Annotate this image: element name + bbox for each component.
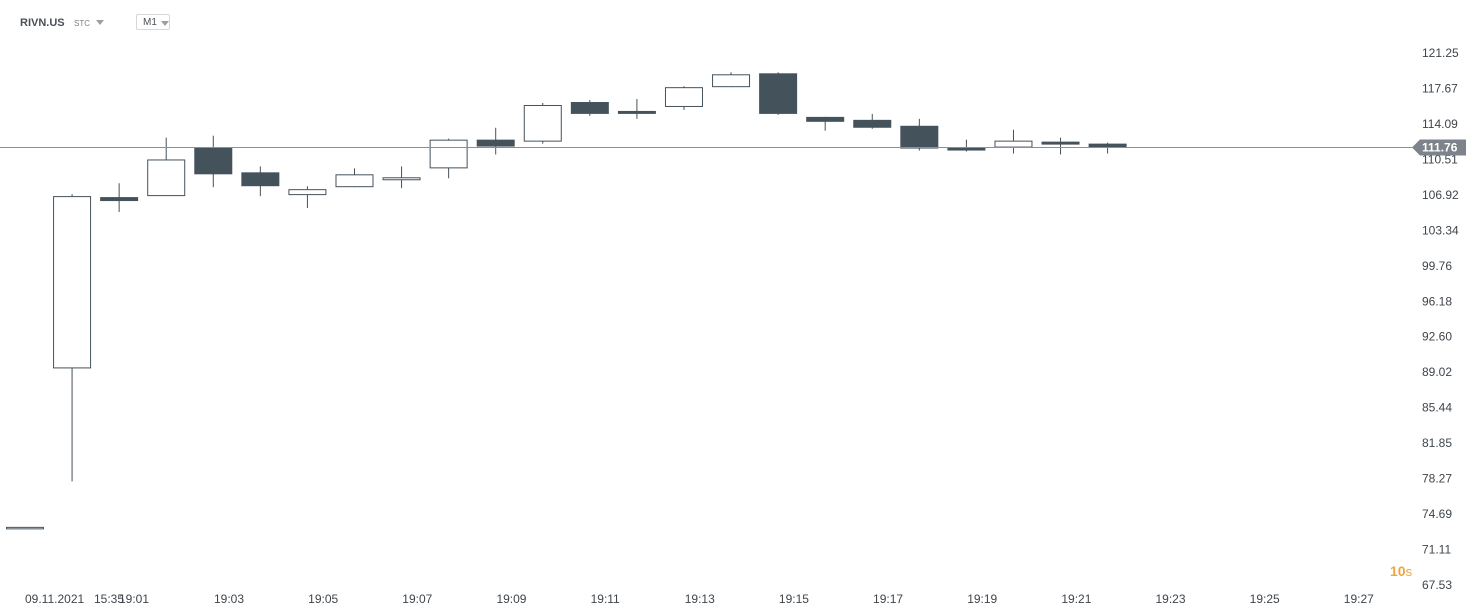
candle-body	[335, 174, 374, 188]
candle-body	[947, 147, 986, 151]
x-tick-label: 19:19	[967, 592, 997, 606]
candle	[806, 116, 845, 131]
x-tick-label: 19:03	[214, 592, 244, 606]
candles	[6, 72, 1127, 530]
x-tick-label: 19:25	[1250, 592, 1280, 606]
candle	[900, 118, 939, 151]
candle	[335, 168, 374, 188]
x-tick-label: 19:15	[779, 592, 809, 606]
symbol-dropdown-chevron-down-icon[interactable]	[96, 20, 104, 25]
x-tick-label: 19:05	[308, 592, 338, 606]
candle-body	[806, 116, 845, 122]
candle	[429, 138, 468, 179]
candle-body	[241, 172, 280, 187]
symbol-label[interactable]: RIVN.US	[20, 17, 65, 29]
timeframe-select[interactable]: M1	[136, 14, 170, 30]
candle	[53, 194, 92, 482]
y-tick-label: 121.25	[1422, 46, 1459, 60]
candle	[1088, 142, 1127, 154]
current-price-tag	[1412, 139, 1466, 156]
x-tick-label: 19:07	[402, 592, 432, 606]
y-tick-label: 114.09	[1422, 117, 1458, 131]
candle	[759, 72, 798, 115]
candle	[476, 127, 515, 155]
candle-body	[853, 119, 892, 128]
x-tick-label: 15:35	[94, 592, 124, 606]
candle	[853, 113, 892, 129]
y-tick-label: 78.27	[1422, 472, 1452, 486]
y-tick-label: 74.69	[1422, 507, 1452, 521]
y-tick-label: 117.67	[1422, 81, 1458, 95]
candle-body	[1088, 143, 1127, 148]
countdown-value: 10	[1390, 563, 1406, 579]
candle-body	[194, 147, 233, 175]
candle-body	[570, 102, 609, 114]
candle	[288, 186, 327, 208]
candle-body	[147, 159, 186, 197]
candle	[100, 183, 139, 212]
y-axis: 121.25 117.67 114.09 110.51 106.92 103.34 99.7…	[1422, 46, 1459, 592]
candle-body	[617, 110, 656, 114]
candle	[664, 86, 703, 110]
current-price-label: 111.76	[1422, 141, 1458, 155]
chevron-down-icon	[161, 21, 169, 26]
y-tick-label: 81.85	[1422, 436, 1452, 450]
candle-body	[53, 196, 92, 369]
candle-body	[994, 140, 1033, 148]
candle-countdown: 10s	[1390, 563, 1412, 579]
x-tick-label: 19:23	[1156, 592, 1186, 606]
candle	[617, 99, 656, 119]
y-tick-label: 99.76	[1422, 259, 1452, 273]
candle-body	[523, 104, 562, 142]
y-tick-label: 71.11	[1422, 543, 1451, 557]
candle	[6, 526, 44, 530]
candle	[570, 100, 609, 116]
candle	[947, 139, 986, 152]
x-tick-label: 19:17	[873, 592, 903, 606]
candle-body	[6, 526, 44, 530]
candle	[523, 103, 562, 144]
x-tick-label: 19:27	[1344, 592, 1374, 606]
x-tick-label: 19:01	[119, 592, 149, 606]
candle-body	[476, 139, 515, 147]
y-tick-label: 85.44	[1422, 401, 1452, 415]
x-tick-label: 19:13	[685, 592, 715, 606]
candle	[194, 135, 233, 188]
candle	[994, 129, 1033, 154]
y-tick-label: 89.02	[1422, 365, 1452, 379]
candle-body	[900, 125, 939, 149]
candle-body	[759, 73, 798, 114]
y-tick-label: 103.34	[1422, 223, 1459, 237]
chart-toolbar: RIVN.US STC M1	[0, 0, 1482, 44]
y-tick-label: 92.60	[1422, 330, 1452, 344]
y-tick-label: 106.92	[1422, 188, 1459, 202]
current-price-indicator: 111.76	[0, 139, 1466, 156]
candle	[241, 166, 280, 197]
candle-body	[429, 139, 468, 169]
candle-body	[712, 74, 751, 88]
candle-body	[382, 177, 421, 181]
candle	[712, 72, 751, 88]
candle-body	[664, 87, 703, 107]
candle	[1041, 137, 1080, 155]
countdown-unit: s	[1405, 564, 1413, 579]
candle-body	[100, 197, 139, 202]
x-tick-label: 19:21	[1061, 592, 1091, 606]
y-tick-label: 67.53	[1422, 578, 1452, 592]
x-tick-label: 09.11.2021	[25, 592, 84, 606]
instrument-type-label[interactable]: STC	[74, 19, 90, 28]
y-tick-label: 96.18	[1422, 294, 1452, 308]
candle	[382, 166, 421, 189]
candle-body	[1041, 141, 1080, 145]
x-tick-label: 19:09	[496, 592, 526, 606]
y-tick-label: 110.51	[1422, 152, 1458, 166]
x-tick-label: 19:11	[591, 592, 620, 606]
candle-body	[288, 189, 327, 196]
candle	[147, 137, 186, 197]
timeframe-label: M1	[143, 17, 157, 28]
